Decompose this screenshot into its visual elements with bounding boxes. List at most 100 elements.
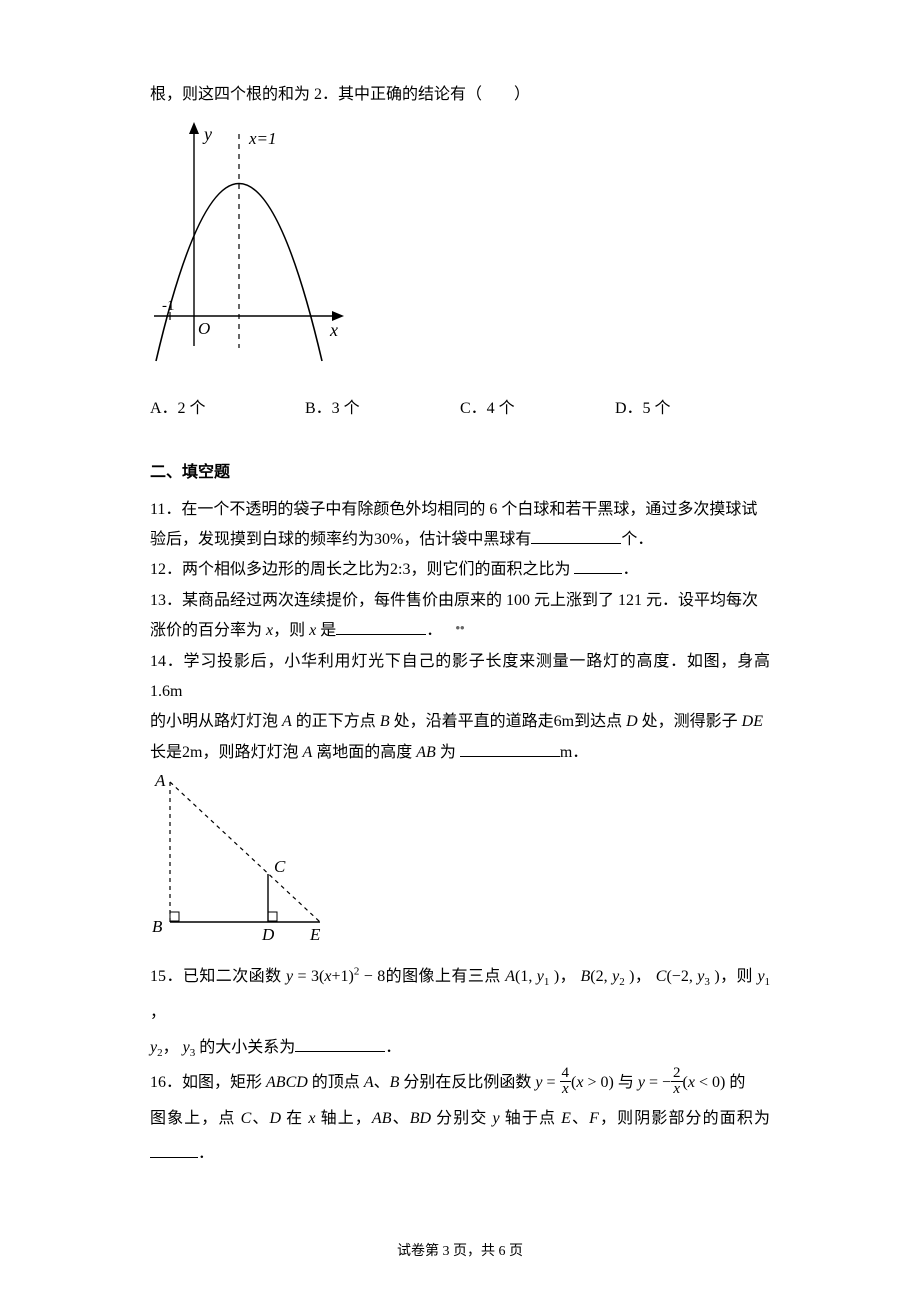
q14-AB: AB bbox=[416, 744, 436, 761]
parabola-graph: y x=1 x O -1 bbox=[154, 116, 354, 376]
q15-comma: ， bbox=[163, 1039, 179, 1056]
q15-line1: 15．已知二次函数 y = 3(x+1)2 − 8的图像上有三点 A(1, y1… bbox=[150, 959, 770, 1030]
q16-m2: 、 bbox=[374, 1074, 390, 1091]
q16-m4: 与 bbox=[614, 1074, 638, 1091]
q15-y3b: y bbox=[183, 1039, 190, 1056]
q14-blank bbox=[460, 742, 560, 757]
q14-A2: A bbox=[302, 744, 312, 761]
q14-l2-pre: 的小明从路灯灯泡 bbox=[150, 713, 282, 730]
q16-BD: BD bbox=[410, 1110, 431, 1127]
q16-a-post: 的 bbox=[725, 1074, 745, 1091]
q15-pre: 15．已知二次函数 bbox=[150, 968, 286, 985]
q12-line: 12．两个相似多边形的周长之比为2:3，则它们的面积之比为 ． bbox=[150, 555, 770, 585]
lamp-shadow-diagram: A B C D E bbox=[150, 772, 340, 942]
dashed-line-label: x=1 bbox=[248, 129, 277, 148]
q11-line1: 11．在一个不透明的袋子中有除颜色外均相同的 6 个白球和若干黑球，通过多次摸球… bbox=[150, 495, 770, 525]
q16-bm7: 、 bbox=[571, 1110, 589, 1127]
option-d: D．5 个 bbox=[615, 394, 770, 424]
q11-blank bbox=[531, 529, 621, 544]
q16-bm8: ，则阴影部分的面积为 bbox=[599, 1110, 770, 1127]
q14-l3-m3: 为 bbox=[436, 744, 460, 761]
q16-ABCD: ABCD bbox=[266, 1074, 308, 1091]
q15-Bargs: (2, bbox=[590, 968, 612, 985]
q13-mid2: 是 bbox=[316, 622, 336, 639]
q16-bm1: 、 bbox=[251, 1110, 269, 1127]
q16-xaxis: x bbox=[308, 1110, 315, 1127]
q13-blank bbox=[336, 620, 426, 635]
q15-A: A bbox=[505, 968, 515, 985]
q15-Cargs: (−2, bbox=[666, 968, 697, 985]
diagram-D-label: D bbox=[261, 925, 275, 942]
q15-eq1: = 3( bbox=[293, 968, 324, 985]
q16-E: E bbox=[561, 1110, 571, 1127]
q16-frac1: 4x bbox=[560, 1066, 572, 1097]
q14-6m: 6m bbox=[554, 713, 574, 730]
q16-b-post: ． bbox=[198, 1145, 214, 1162]
q14-line3: 长是2m，则路灯灯泡 A 离地面的高度 AB 为 m． bbox=[150, 738, 770, 768]
q15-mid: 的图像上有三点 bbox=[385, 968, 501, 985]
q14-l2-m3: 到达点 bbox=[574, 713, 626, 730]
q16-frac2: 2x bbox=[671, 1066, 683, 1097]
q14-l2-m4: 处，测得影子 bbox=[638, 713, 742, 730]
q16-C: C bbox=[241, 1110, 252, 1127]
q15-y1: y bbox=[537, 968, 544, 985]
center-marker-icon: •• bbox=[455, 616, 464, 641]
q14-l2-m2: 处，沿着平直的道路走 bbox=[390, 713, 554, 730]
q16-D: D bbox=[270, 1110, 282, 1127]
q16-line2: 图象上，点 C、D 在 x 轴上，AB、BD 分别交 y 轴于点 E、F，则阴影… bbox=[150, 1101, 770, 1171]
q16-bm4: 、 bbox=[391, 1110, 409, 1127]
q14-D: D bbox=[626, 713, 638, 730]
q16-bm3: 轴上， bbox=[316, 1110, 372, 1127]
q15-y1b: y bbox=[757, 968, 764, 985]
q15-eq3: − 8 bbox=[359, 968, 385, 985]
q14-line2: 的小明从路灯灯泡 A 的正下方点 B 处，沿着平直的道路走6m到达点 D 处，测… bbox=[150, 707, 770, 737]
x-axis-label: x bbox=[329, 320, 338, 340]
section-2-title: 二、填空题 bbox=[150, 458, 770, 488]
q15-eq2: +1) bbox=[331, 968, 353, 985]
q15-Bp: B bbox=[581, 968, 591, 985]
q16-frac1-den: x bbox=[560, 1082, 572, 1097]
q16-F: F bbox=[589, 1110, 599, 1127]
q16-frac2-den: x bbox=[671, 1082, 683, 1097]
q16-AB: AB bbox=[372, 1110, 392, 1127]
q10-tail-line: 根，则这四个根的和为 2．其中正确的结论有（ ） bbox=[150, 80, 770, 110]
q14-l3-pre: 长是 bbox=[150, 744, 182, 761]
q15-y1b-sub: 1 bbox=[765, 977, 771, 989]
q14-line1: 14．学习投影后，小华利用灯光下自己的影子长度来测量一路灯的高度．如图，身高1.… bbox=[150, 647, 770, 708]
q13-mid: ，则 bbox=[273, 622, 309, 639]
q16-m1: 的顶点 bbox=[308, 1074, 364, 1091]
q11-line2: 验后，发现摸到白球的频率约为30%，估计袋中黑球有个． bbox=[150, 525, 770, 555]
option-b: B．3 个 bbox=[305, 394, 460, 424]
q12-mid: ，则它们的面积之比为 bbox=[410, 561, 574, 578]
q16-yaxis: y bbox=[493, 1110, 500, 1127]
q16-f2eq: = − bbox=[645, 1074, 671, 1091]
q16-pre: 16．如图，矩形 bbox=[150, 1074, 266, 1091]
diagram-B-label: B bbox=[152, 917, 163, 936]
q11-percent: 30% bbox=[374, 531, 403, 548]
q12-blank bbox=[574, 559, 622, 574]
y-axis-label: y bbox=[202, 124, 212, 144]
page-footer: 试卷第 3 页，共 6 页 bbox=[0, 1239, 920, 1266]
q12-pre: 12．两个相似多边形的周长之比为 bbox=[150, 561, 390, 578]
q15-Cclose: ) bbox=[710, 968, 720, 985]
q15-b-mid: 的大小关系为 bbox=[195, 1039, 295, 1056]
exam-page: 根，则这四个根的和为 2．其中正确的结论有（ ） y x=1 x O -1 A．… bbox=[0, 0, 920, 1302]
q15-blank bbox=[295, 1037, 385, 1052]
q16-frac1-num: 4 bbox=[560, 1066, 572, 1082]
q12-post: ． bbox=[622, 561, 638, 578]
diagram-A-label: A bbox=[154, 772, 166, 790]
q16-f1eq: = bbox=[543, 1074, 560, 1091]
q15-b-post: ． bbox=[385, 1039, 401, 1056]
q14-2m: 2m bbox=[182, 744, 202, 761]
q10-options-row: A．2 个 B．3 个 C．4 个 D．5 个 bbox=[150, 394, 770, 424]
q13-line2: 涨价的百分率为 x，则 x 是． •• bbox=[150, 616, 770, 646]
q11-pre: 验后，发现摸到白球的频率约为 bbox=[150, 531, 374, 548]
q14-l3-m1: ，则路灯灯泡 bbox=[202, 744, 302, 761]
q14-DE: DE bbox=[742, 713, 763, 730]
diagram-C-label: C bbox=[274, 857, 286, 876]
q16-line1: 16．如图，矩形 ABCD 的顶点 A、B 分别在反比例函数 y = 4x(x … bbox=[150, 1065, 770, 1100]
minus1-tick-label: -1 bbox=[162, 298, 175, 314]
origin-label: O bbox=[198, 319, 210, 338]
q13-pre: 涨价的百分率为 bbox=[150, 622, 266, 639]
q15-post: ，则 bbox=[720, 968, 758, 985]
